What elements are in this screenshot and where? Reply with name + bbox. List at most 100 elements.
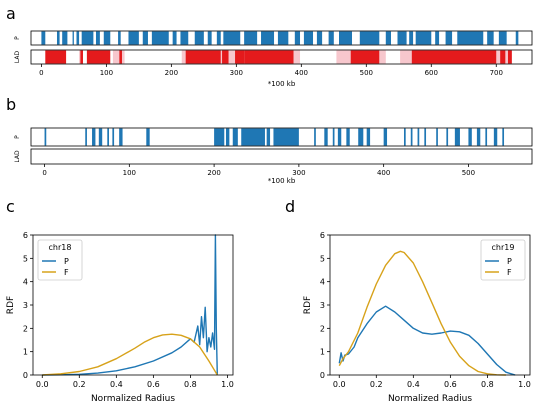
x-tick-label: 500 — [360, 69, 373, 77]
lad-segment — [244, 50, 294, 64]
p-segment — [81, 31, 94, 45]
p-segment — [410, 128, 413, 146]
y-axis-label: RDF — [6, 296, 16, 314]
p-segment — [294, 31, 301, 45]
p-segment — [180, 31, 189, 45]
x-tick-label: 1.0 — [221, 380, 234, 389]
p-segment — [72, 31, 74, 45]
p-segment — [277, 31, 289, 45]
lad-row-label: LAD — [14, 150, 21, 163]
p-segment — [346, 128, 350, 146]
lad-shade-segment — [379, 50, 386, 64]
lad-shade-segment — [336, 50, 351, 64]
y-tick-label: 2 — [320, 324, 325, 333]
legend-label-f: F — [64, 268, 69, 277]
p-segment — [476, 128, 481, 146]
x-tick-label: 0 — [42, 169, 46, 177]
lad-shade-segment — [79, 50, 82, 64]
p-segment — [502, 128, 505, 146]
panel-label-b: b — [6, 95, 16, 114]
p-segment — [383, 128, 388, 146]
lad-shade-segment — [220, 50, 223, 64]
p-segment — [366, 128, 371, 146]
x-axis-label: Normalized Radius — [388, 394, 472, 404]
p-segment — [112, 128, 115, 146]
p-segment — [56, 31, 60, 45]
lad-row-label: LAD — [14, 51, 21, 64]
lad-shade-segment — [293, 50, 301, 64]
p-segment — [216, 31, 221, 45]
lad-shade-segment — [228, 50, 236, 64]
x-tick-label: 100 — [123, 169, 136, 177]
lad-segment — [507, 50, 512, 64]
p-row-label: P — [14, 36, 21, 40]
p-segment — [498, 31, 507, 45]
p-segment — [487, 31, 494, 45]
lad-shade-segment — [505, 50, 508, 64]
p-segment — [457, 31, 484, 45]
p-segment — [151, 31, 169, 45]
p-segment — [92, 128, 96, 146]
p-segment — [332, 128, 335, 146]
lad-segment — [411, 50, 497, 64]
track-panel-b: P LAD 0 100 200 300 400 500 *100 kb — [14, 127, 533, 185]
x-tick-label: 600 — [425, 69, 438, 77]
p-segment — [358, 128, 364, 146]
x-tick-label: 0.6 — [147, 380, 160, 389]
y-tick-label: 6 — [23, 231, 28, 240]
y-axis-label: RDF — [303, 296, 313, 314]
y-tick-label: 1 — [23, 348, 28, 357]
p-segment — [232, 128, 238, 146]
lad-segment — [45, 50, 67, 64]
lad-segment — [119, 50, 122, 64]
p-segment — [95, 31, 100, 45]
lad-segment — [500, 50, 506, 64]
x-tick-label: 100 — [100, 69, 113, 77]
p-segment — [98, 128, 103, 146]
x-tick-label: 1.0 — [518, 380, 531, 389]
x-tick-label: 200 — [165, 69, 178, 77]
p-segment — [241, 128, 265, 146]
p-segment — [446, 128, 449, 146]
p-segment — [85, 128, 87, 146]
x-tick-label: 0.2 — [73, 380, 86, 389]
p-segment — [303, 31, 314, 45]
x-tick-label: 0.8 — [184, 380, 197, 389]
lad-segment — [235, 50, 245, 64]
x-tick-label: 300 — [292, 169, 305, 177]
p-segment — [454, 128, 460, 146]
series-line-f — [338, 250, 506, 376]
p-segment — [337, 128, 342, 146]
p-segment — [468, 128, 472, 146]
legend-label-p: P — [507, 257, 512, 266]
p-segment — [515, 31, 519, 45]
legend: chr18 PF — [37, 239, 83, 281]
series-line-p — [338, 305, 516, 376]
p-segment — [107, 128, 109, 146]
p-segment — [445, 31, 453, 45]
x-axis-label: *100 kb — [268, 177, 296, 185]
series-line-f — [42, 333, 218, 376]
x-tick-label: 0.8 — [481, 380, 494, 389]
panel-label-a: a — [6, 4, 16, 23]
x-tick-label: 0.2 — [370, 380, 383, 389]
x-tick-label: 400 — [295, 69, 308, 77]
y-tick-label: 0 — [23, 371, 28, 380]
p-segment — [76, 31, 80, 45]
p-segment — [435, 31, 440, 45]
legend-label-f: F — [507, 268, 512, 277]
p-segment — [119, 128, 123, 146]
y-tick-label: 6 — [320, 231, 325, 240]
track-panel-a: P LAD 0 100 200 300 400 500 600 700 *100 kb — [14, 30, 533, 88]
lad-track-frame — [30, 148, 533, 165]
lad-shade-segment — [112, 50, 125, 64]
p-segment — [266, 128, 271, 146]
y-tick-label: 0 — [320, 371, 325, 380]
y-tick-label: 1 — [320, 348, 325, 357]
lad-segment — [222, 50, 229, 64]
lad-segment — [350, 50, 380, 64]
p-segment — [415, 31, 432, 45]
p-segment — [424, 128, 427, 146]
p-segment — [194, 31, 204, 45]
